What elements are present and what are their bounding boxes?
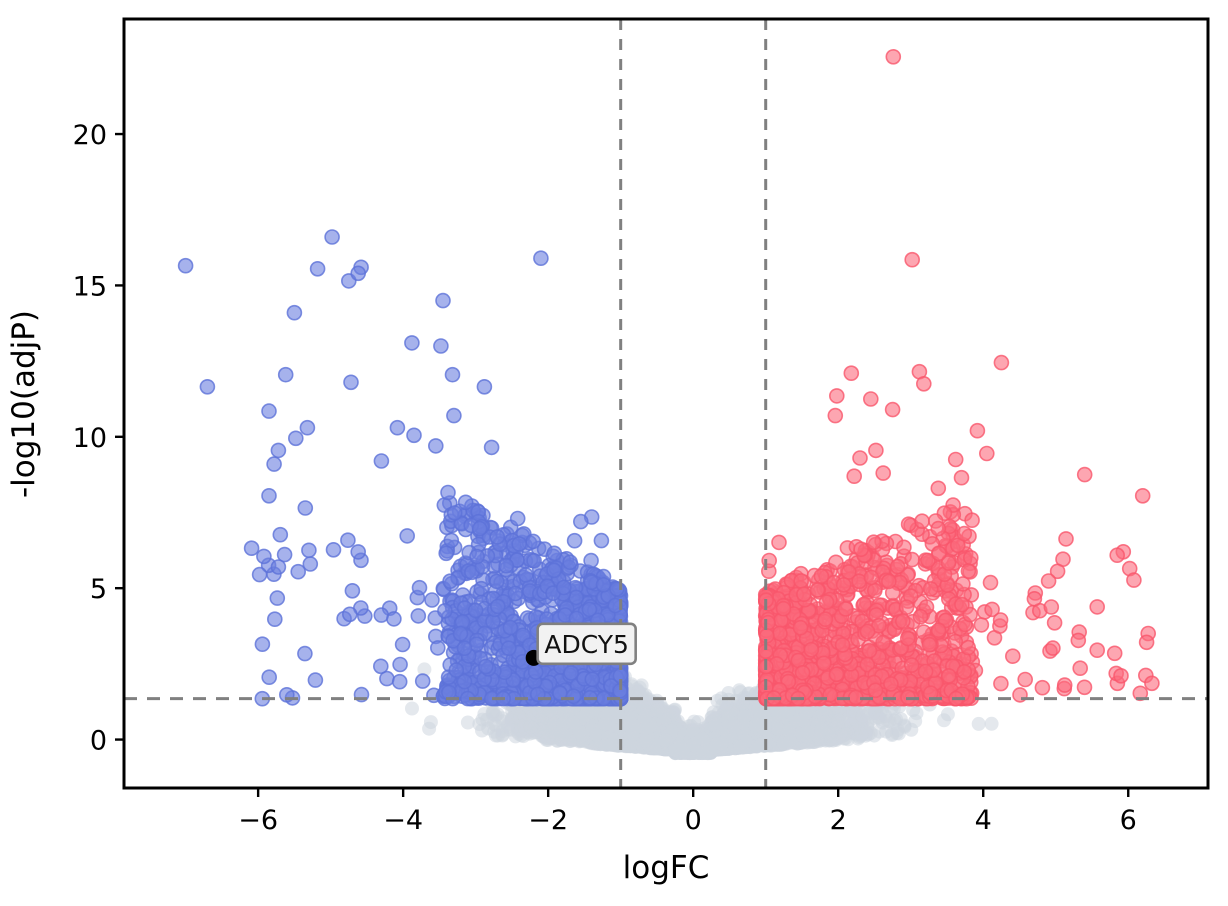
data-point: [405, 701, 419, 716]
data-points-layer: [177, 48, 1160, 761]
data-point: [937, 713, 951, 728]
